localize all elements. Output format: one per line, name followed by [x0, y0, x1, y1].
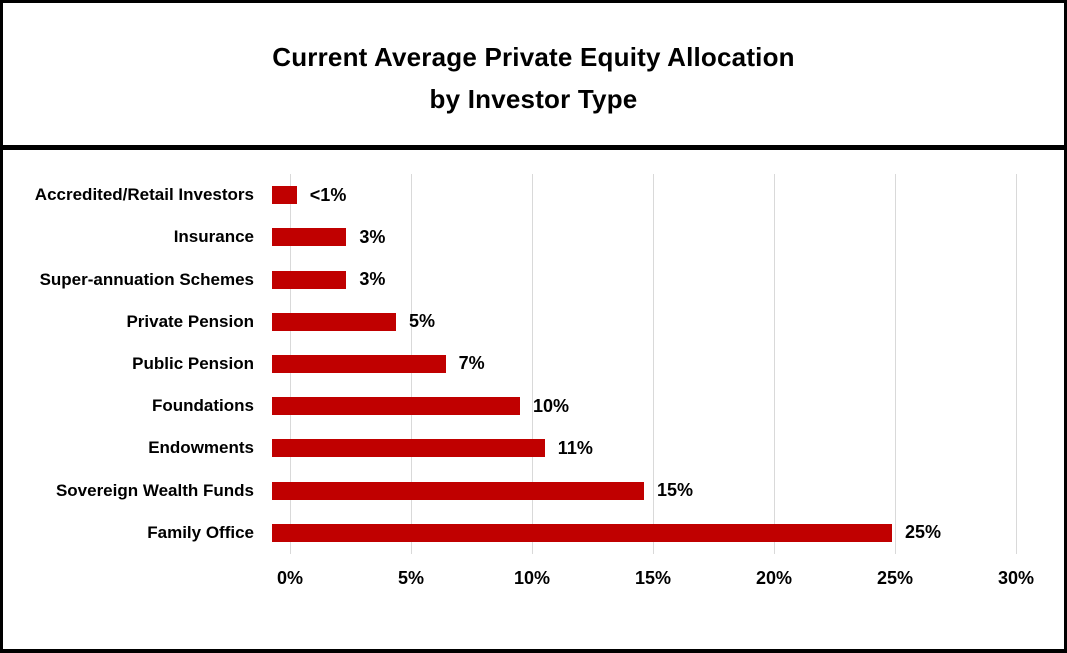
value-label: 15%	[657, 480, 694, 501]
chart-row: Insurance 3%	[11, 216, 1016, 258]
bar	[272, 228, 347, 247]
gridline	[1016, 174, 1017, 554]
value-label: 3%	[359, 269, 386, 290]
chart-row: Public Pension 7%	[11, 343, 1016, 385]
chart-row: Super-annuation Schemes 3%	[11, 258, 1016, 300]
x-tick-label: 0%	[276, 568, 304, 588]
category-label: Foundations	[152, 396, 254, 416]
chart-row: Family Office 25%	[11, 512, 1016, 554]
bar-track: 5%	[272, 301, 1016, 343]
chart-row: Endowments 11%	[11, 427, 1016, 469]
value-label: 5%	[409, 311, 436, 332]
category-label: Sovereign Wealth Funds	[55, 480, 254, 500]
x-axis: 0% 5% 10% 15% 20% 25% 30%	[277, 568, 1034, 598]
bar-track: 3%	[272, 216, 1016, 258]
bar-track: <1%	[272, 174, 1016, 216]
chart-title-line-1: Current Average Private Equity Allocatio…	[272, 42, 795, 72]
bar-track: 3%	[272, 258, 1016, 300]
bar	[272, 397, 520, 416]
chart-row: Private Pension 5%	[11, 301, 1016, 343]
x-tick-label: 20%	[755, 568, 793, 588]
category-label: Family Office	[147, 522, 254, 542]
gridline	[895, 174, 896, 554]
bar-track: 7%	[272, 343, 1016, 385]
x-tick-label: 25%	[876, 568, 914, 588]
x-tick-label: 30%	[997, 568, 1035, 588]
bar-track: 10%	[272, 385, 1016, 427]
value-label: <1%	[309, 184, 347, 205]
category-label: Super-annuation Schemes	[39, 269, 254, 289]
chart-title: Current Average Private Equity Allocatio…	[3, 3, 1064, 150]
bar-track: 25%	[272, 512, 1016, 554]
x-tick-label: 10%	[513, 568, 551, 588]
x-tick-label: 5%	[397, 568, 425, 588]
category-label: Endowments	[148, 438, 254, 458]
chart-row: Accredited/Retail Investors <1%	[11, 174, 1016, 216]
bar-rows-layer: Accredited/Retail Investors <1% Insurance 3…	[11, 174, 1016, 554]
chart-title-line-2: by Investor Type	[429, 84, 638, 114]
value-label: 11%	[557, 437, 593, 458]
category-label: Insurance	[173, 227, 254, 247]
bar	[272, 439, 545, 458]
value-label: 3%	[359, 226, 386, 247]
gridline	[532, 174, 533, 554]
bar	[272, 312, 396, 331]
bar	[272, 481, 644, 500]
plot-area: Accredited/Retail Investors <1% Insurance 3…	[3, 150, 1064, 644]
x-tick-label: 15%	[634, 568, 672, 588]
value-label: 10%	[533, 395, 570, 416]
bar-track: 15%	[272, 470, 1016, 512]
chart-row: Sovereign Wealth Funds 15%	[11, 470, 1016, 512]
bar	[272, 523, 892, 542]
bar	[272, 270, 347, 289]
gridline	[774, 174, 775, 554]
category-label: Public Pension	[132, 353, 254, 373]
chart-row: Foundations 10%	[11, 385, 1016, 427]
value-label: 7%	[458, 353, 485, 374]
value-label: 25%	[905, 522, 942, 543]
bar	[272, 354, 446, 373]
category-label: Accredited/Retail Investors	[34, 185, 254, 205]
bar-track: 11%	[272, 427, 1016, 469]
bar	[272, 186, 297, 205]
category-label: Private Pension	[126, 311, 254, 331]
gridline	[653, 174, 654, 554]
